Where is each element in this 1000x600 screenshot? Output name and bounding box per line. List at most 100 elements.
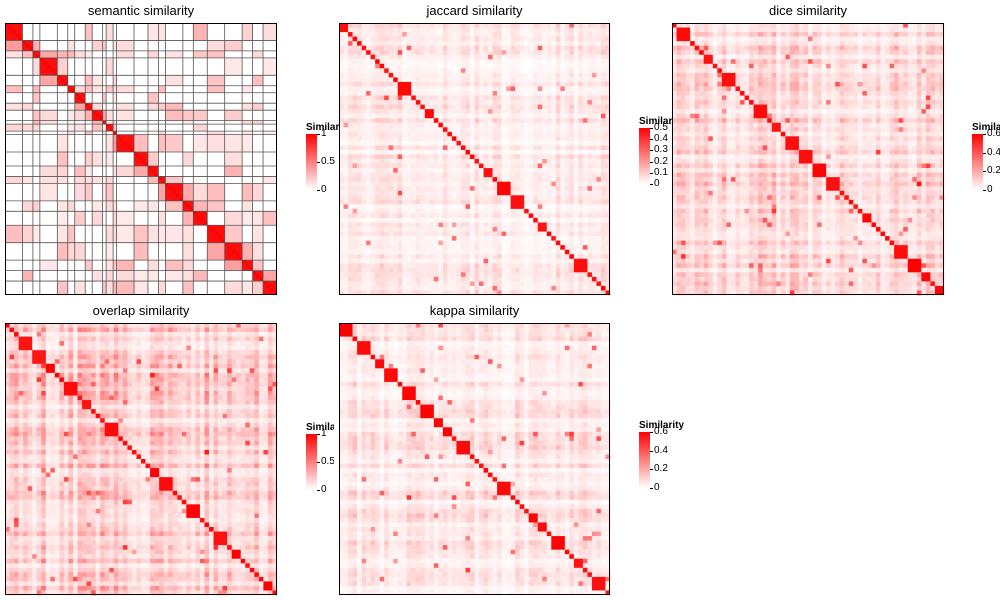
heatmap-cell (375, 100, 380, 105)
heatmap-cell (402, 104, 408, 110)
heatmap-cell (456, 32, 462, 37)
heatmap-cell (393, 208, 399, 214)
heatmap-cell (411, 222, 417, 228)
heatmap-cell (578, 27, 584, 33)
heatmap-cell (343, 140, 349, 146)
diagonal-cell (238, 256, 243, 261)
legend-tick-mark (650, 139, 653, 141)
heatmap-cell (113, 40, 117, 51)
heatmap-cell (587, 285, 593, 291)
heatmap-cell (551, 231, 557, 237)
heatmap-cell (388, 54, 394, 60)
heatmap-cell (605, 249, 611, 255)
heatmap-cell (352, 272, 358, 278)
heatmap-cell (451, 249, 457, 255)
heatmap-cell (564, 81, 570, 87)
heatmap-cell (474, 213, 480, 219)
heatmap-cell (158, 211, 166, 226)
diagonal-cell (120, 138, 124, 142)
heatmap-cell (361, 23, 367, 28)
heatmap-cell (591, 181, 597, 187)
heatmap-cell (348, 104, 353, 110)
heatmap-cell (771, 45, 777, 51)
heatmap-cell (433, 91, 439, 96)
heatmap-cell (726, 95, 732, 101)
heatmap-cell (420, 36, 426, 42)
heatmap-cell (907, 36, 913, 42)
heatmap-cell (158, 131, 166, 135)
heatmap-cell (591, 41, 597, 46)
heatmap-cell (474, 222, 480, 228)
heatmap-cell (537, 77, 543, 83)
heatmap-cell (573, 23, 579, 28)
heatmap-cell (735, 81, 741, 87)
heatmap-cell (564, 236, 570, 241)
heatmap-cell (785, 72, 791, 78)
heatmap-cell (600, 86, 606, 92)
heatmap-cell (605, 227, 611, 232)
heatmap-cell (524, 236, 529, 241)
heatmap-cell (366, 113, 371, 119)
heatmap-cell (451, 100, 457, 105)
heatmap-cell (465, 68, 471, 74)
heatmap-cell (483, 190, 489, 196)
heatmap-cell (519, 50, 525, 56)
heatmap-cell (876, 23, 881, 28)
heatmap-cell (524, 23, 529, 28)
heatmap-cell (587, 245, 593, 250)
heatmap-cell (343, 131, 349, 137)
heatmap-cell (411, 32, 417, 37)
heatmap-cell (343, 186, 349, 192)
heatmap-cell (519, 131, 525, 137)
heatmap-cell (528, 32, 534, 37)
heatmap-cell (397, 281, 403, 287)
heatmap-cell (551, 240, 557, 246)
heatmap-cell (424, 195, 430, 201)
heatmap-cell (429, 272, 435, 278)
heatmap-cell (348, 245, 353, 250)
heatmap-cell (370, 258, 376, 264)
heatmap-cell (560, 145, 566, 151)
heatmap-cell (433, 208, 439, 214)
heatmap-cell (492, 240, 498, 246)
heatmap-cell (721, 54, 727, 60)
heatmap-cell (348, 23, 353, 28)
heatmap-cell (357, 227, 362, 232)
heatmap-cell (411, 231, 417, 237)
heatmap-cell (474, 181, 480, 187)
heatmap-cell (587, 181, 593, 187)
heatmap-cell (506, 199, 511, 205)
heatmap-cell (830, 36, 836, 42)
heatmap-cell (263, 270, 277, 282)
heatmap-cell (456, 213, 462, 219)
heatmap-cell (224, 211, 243, 226)
heatmap-cell (524, 100, 529, 105)
heatmap-cell (379, 91, 385, 96)
heatmap-cell (546, 50, 552, 56)
heatmap-cell (785, 23, 791, 28)
heatmap-cell (447, 122, 453, 128)
heatmap-cell (465, 204, 471, 210)
heatmap-cell (780, 72, 786, 78)
diagonal-cell (217, 235, 222, 240)
heatmap-cell (375, 245, 380, 250)
heatmap-cell (528, 190, 534, 196)
heatmap-cell (479, 258, 484, 264)
heatmap-cell (506, 177, 511, 182)
heatmap-cell (366, 276, 371, 282)
heatmap-cell (352, 50, 358, 56)
heatmap-cell (442, 190, 448, 196)
heatmap-cell (406, 181, 412, 187)
heatmap-cell (424, 263, 430, 269)
heatmap-cell (339, 77, 344, 83)
diagonal-cell (81, 99, 86, 104)
heatmap-cell (415, 27, 421, 33)
heatmap-cell (415, 240, 421, 246)
heatmap-cell (456, 113, 462, 119)
heatmap-cell (546, 227, 552, 232)
heatmap-cell (519, 276, 525, 282)
heatmap-cell (519, 91, 525, 96)
heatmap-cell (352, 91, 358, 96)
heatmap-cell (388, 208, 394, 214)
heatmap-cell (420, 177, 426, 182)
